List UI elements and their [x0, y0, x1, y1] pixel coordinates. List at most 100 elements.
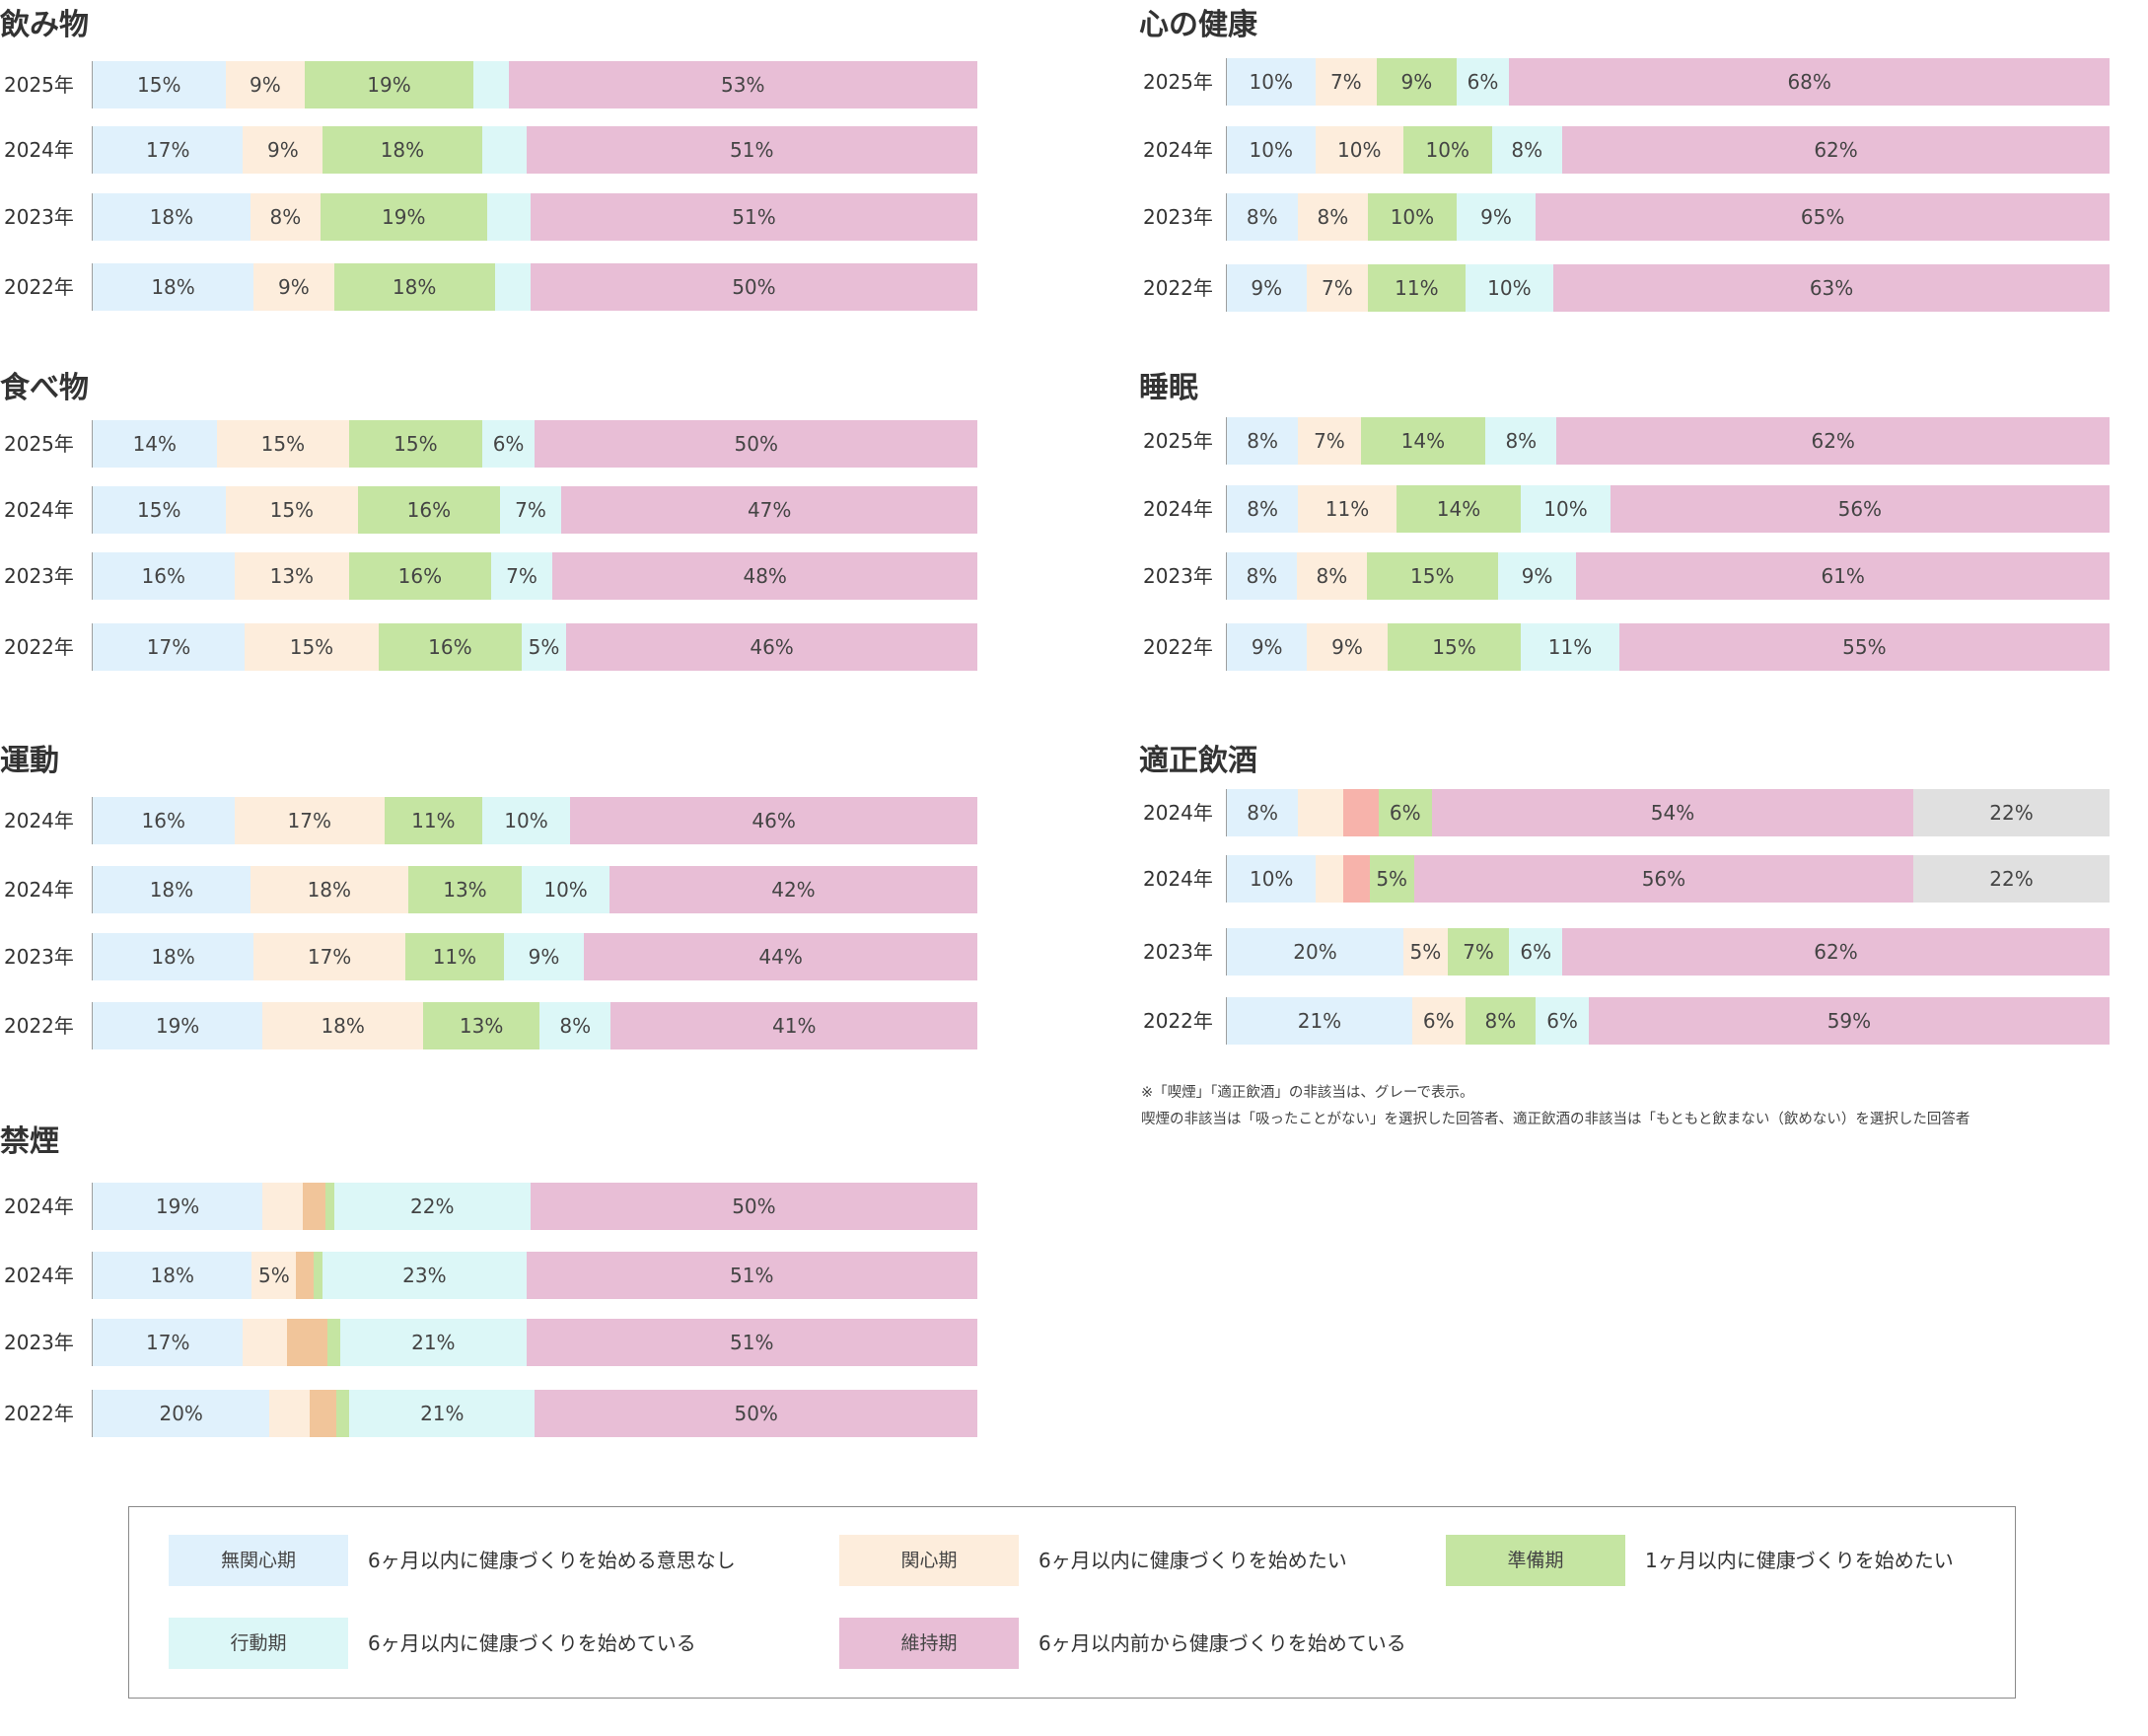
- chart-row: 2025年 15% 9% 19% 53%: [0, 61, 977, 108]
- year-label: 2024年: [1143, 867, 1213, 891]
- legend-description: 6ヶ月以内に健康づくりを始めたい: [1038, 1549, 1347, 1572]
- legend: 無関心期 6ヶ月以内に健康づくりを始める意思なし 関心期 6ヶ月以内に健康づくり…: [128, 1506, 2016, 1699]
- bar-segment-mukanshin: 8%: [1227, 485, 1299, 533]
- bar-segment-kodo: 9%: [503, 933, 585, 980]
- chart-row: 2022年 19% 18% 13% 8% 41%: [0, 1002, 977, 1049]
- bar-segment-kodo: 23%: [322, 1252, 527, 1299]
- stacked-bar: 8% 8% 15% 9% 61%: [1226, 552, 2110, 600]
- bar-segment-kanshin-dark: [302, 1183, 325, 1230]
- bar-segment-kanshin: 13%: [234, 552, 350, 600]
- year-label: 2024年: [1143, 497, 1213, 521]
- bar-segment-iji: 50%: [530, 1183, 977, 1230]
- chart-row: 2023年 20% 5% 7% 6% 62%: [1139, 928, 2110, 976]
- bar-segment-mukanshin: 21%: [1227, 997, 1412, 1045]
- stacked-bar: 17% 15% 16% 5% 46%: [92, 623, 977, 671]
- bar-segment-iji: 62%: [1562, 928, 2110, 976]
- chart-row: 2024年 8% 6% 54% 22%: [1139, 789, 2110, 836]
- year-label: 2023年: [4, 945, 74, 969]
- stacked-bar: 17% 9% 18% 51%: [92, 126, 977, 174]
- stacked-bar: 18% 17% 11% 9% 44%: [92, 933, 977, 980]
- stacked-bar: 18% 18% 13% 10% 42%: [92, 866, 977, 913]
- chart-row: 2022年 9% 9% 15% 11% 55%: [1139, 623, 2110, 671]
- bar-segment-iji: 46%: [566, 623, 977, 671]
- stacked-bar: 16% 17% 11% 10% 46%: [92, 797, 977, 844]
- bar-segment-kanshin: 15%: [245, 623, 379, 671]
- legend-swatch: 関心期: [839, 1535, 1019, 1586]
- bar-segment-mukanshin: 15%: [93, 486, 226, 534]
- bar-segment-junbi: 10%: [1403, 126, 1492, 174]
- legend-description: 6ヶ月以内前から健康づくりを始めている: [1038, 1631, 1406, 1655]
- stacked-bar: 8% 7% 14% 8% 62%: [1226, 417, 2110, 465]
- bar-segment-kanshin: [262, 1183, 303, 1230]
- stacked-bar: 18% 5% 23% 51%: [92, 1252, 977, 1299]
- panel-title: 運動: [0, 744, 59, 778]
- stacked-bar: 20% 5% 7% 6% 62%: [1226, 928, 2110, 976]
- bar-segment-iji: 44%: [584, 933, 977, 980]
- bar-segment-kodo: 6%: [1536, 997, 1589, 1045]
- year-label: 2022年: [4, 1014, 74, 1038]
- bar-segment-junbi: 5%: [1369, 855, 1414, 903]
- chart-row: 2025年 8% 7% 14% 8% 62%: [1139, 417, 2110, 465]
- stacked-bar: 8% 8% 10% 9% 65%: [1226, 193, 2110, 241]
- chart-row: 2024年 10% 10% 10% 8% 62%: [1139, 126, 2110, 174]
- stacked-bar: 10% 5% 56% 22%: [1226, 855, 2110, 903]
- legend-swatch: 無関心期: [169, 1535, 348, 1586]
- year-label: 2025年: [4, 432, 74, 456]
- chart-row: 2024年 17% 9% 18% 51%: [0, 126, 977, 174]
- bar-segment-junbi: [326, 1319, 341, 1366]
- bar-segment-kanshin: 9%: [1307, 623, 1388, 671]
- bar-segment-kanshin-dark: [296, 1252, 315, 1299]
- bar-segment-mukanshin: 19%: [93, 1183, 263, 1230]
- bar-segment-iji: 53%: [508, 61, 977, 108]
- chart-row: 2022年 21% 6% 8% 6% 59%: [1139, 997, 2110, 1045]
- bar-segment-kodo: 11%: [1521, 623, 1619, 671]
- stacked-bar: 9% 7% 11% 10% 63%: [1226, 264, 2110, 312]
- bar-segment-iji: 46%: [570, 797, 977, 844]
- bar-segment-kanshin: 17%: [234, 797, 385, 844]
- bar-segment-junbi: 16%: [358, 486, 500, 534]
- bar-segment-higaito: 22%: [1913, 855, 2110, 903]
- stacked-bar: 14% 15% 15% 6% 50%: [92, 420, 977, 468]
- stacked-bar: 15% 9% 19% 53%: [92, 61, 977, 108]
- bar-segment-mukanshin: 10%: [1227, 855, 1317, 903]
- bar-segment-kodo: 5%: [521, 623, 567, 671]
- bar-segment-mukanshin: 9%: [1227, 623, 1308, 671]
- bar-segment-junbi: 10%: [1368, 193, 1457, 241]
- bar-segment-iji: 47%: [561, 486, 977, 534]
- bar-segment-iji: 51%: [526, 126, 977, 174]
- bar-segment-junbi: 15%: [349, 420, 482, 468]
- legend-swatch: 準備期: [1446, 1535, 1625, 1586]
- bar-segment-kanshin: [1316, 855, 1343, 903]
- stacked-bar: 8% 6% 54% 22%: [1226, 789, 2110, 836]
- chart-row: 2025年 10% 7% 9% 6% 68%: [1139, 58, 2110, 106]
- bar-segment-kanshin: 15%: [216, 420, 350, 468]
- bar-segment-junbi: 11%: [385, 797, 482, 844]
- chart-row: 2024年 16% 17% 11% 10% 46%: [0, 797, 977, 844]
- year-label: 2023年: [1143, 940, 1213, 964]
- bar-segment-mukanshin: 19%: [93, 1002, 263, 1049]
- chart-row: 2022年 20% 21% 50%: [0, 1390, 977, 1437]
- bar-segment-junbi: 19%: [305, 61, 473, 108]
- chart-row: 2023年 16% 13% 16% 7% 48%: [0, 552, 977, 600]
- bar-segment-mukanshin: 20%: [1227, 928, 1403, 976]
- bar-segment-junbi: 18%: [322, 126, 482, 174]
- legend-description: 6ヶ月以内に健康づくりを始めている: [368, 1631, 696, 1655]
- legend-description: 1ヶ月以内に健康づくりを始めたい: [1645, 1549, 1954, 1572]
- bar-segment-junbi: 6%: [1378, 789, 1432, 836]
- panel-title: 心の健康: [1139, 8, 1257, 42]
- stacked-bar: 10% 10% 10% 8% 62%: [1226, 126, 2110, 174]
- bar-segment-junbi: 11%: [1368, 264, 1466, 312]
- chart-row: 2024年 19% 22% 50%: [0, 1183, 977, 1230]
- bar-segment-mukanshin: 17%: [93, 1319, 244, 1366]
- bar-segment-mukanshin: 17%: [93, 623, 246, 671]
- bar-segment-junbi: 11%: [405, 933, 504, 980]
- bar-segment-kanshin: 7%: [1315, 58, 1378, 106]
- stacked-bar: 8% 11% 14% 10% 56%: [1226, 485, 2110, 533]
- bar-segment-junbi: 13%: [407, 866, 523, 913]
- bar-segment-kanshin: 7%: [1298, 417, 1361, 465]
- bar-segment-mukanshin: 8%: [1227, 417, 1299, 465]
- stacked-bar: 15% 15% 16% 7% 47%: [92, 486, 977, 534]
- bar-segment-kanshin: 8%: [250, 193, 321, 241]
- year-label: 2024年: [1143, 138, 1213, 162]
- year-label: 2025年: [4, 73, 74, 97]
